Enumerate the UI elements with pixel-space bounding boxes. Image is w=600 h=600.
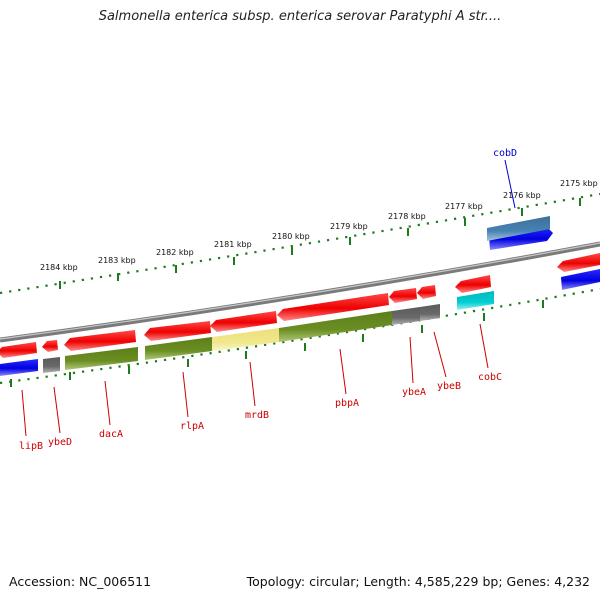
gene-arrow-reverse[interactable] xyxy=(561,269,600,290)
cds-segment xyxy=(65,347,138,370)
gene-arrow-dacA[interactable] xyxy=(64,330,136,351)
gene-arrow-cobC[interactable] xyxy=(455,275,491,293)
cds-segment xyxy=(279,311,392,342)
cds-segment xyxy=(420,304,440,321)
cds-track xyxy=(43,291,494,373)
label-leaders xyxy=(21,159,516,437)
gene-arrow-ybeB[interactable] xyxy=(417,285,436,299)
kbp-label: 2182 kbp xyxy=(156,248,194,257)
gene-label-dacA[interactable]: dacA xyxy=(99,429,123,440)
gene-label-ybeA[interactable]: ybeA xyxy=(402,387,426,398)
gene-label-ybeB[interactable]: ybeB xyxy=(437,381,461,392)
kbp-label: 2180 kbp xyxy=(272,232,310,241)
inner-ruler xyxy=(0,287,600,387)
gene-arrow-reverse[interactable] xyxy=(489,226,553,250)
kbp-label: 2175 kbp xyxy=(560,179,598,188)
kbp-label: 2177 kbp xyxy=(445,202,483,211)
gene-arrow-reverse[interactable] xyxy=(0,359,38,376)
gene-arrow-rlpA[interactable] xyxy=(144,321,211,341)
gene-label-ybeD[interactable]: ybeD xyxy=(48,437,72,448)
gene-arrow-ybeA[interactable] xyxy=(389,288,417,303)
cds-segment xyxy=(43,357,60,373)
gene-label-rlpA[interactable]: rlpA xyxy=(180,421,204,432)
gene-label-cobC[interactable]: cobC xyxy=(478,372,502,383)
map-title: Salmonella enterica subsp. enterica sero… xyxy=(98,9,502,24)
genome-backbone xyxy=(0,241,600,343)
kbp-label: 2176 kbp xyxy=(503,191,541,200)
gene-block-cobD[interactable] xyxy=(487,216,550,241)
kbp-label: 2181 kbp xyxy=(214,240,252,249)
gene-arrow-ybeD[interactable] xyxy=(42,340,58,352)
kbp-label: 2184 kbp xyxy=(40,263,78,272)
kbp-label: 2183 kbp xyxy=(98,256,136,265)
cds-segment xyxy=(392,307,420,325)
gene-labels: lipB ybeD dacA rlpA mrdB pbpA ybeA ybeB … xyxy=(19,148,517,452)
cds-segment xyxy=(145,337,212,360)
gene-label-lipB[interactable]: lipB xyxy=(19,441,43,452)
cds-segment-highlight xyxy=(212,328,279,351)
kbp-ruler: 2184 kbp 2183 kbp 2182 kbp 2181 kbp 2180… xyxy=(0,179,600,295)
reverse-strand-genes xyxy=(0,216,600,376)
cds-segment xyxy=(457,291,494,310)
forward-strand-genes xyxy=(0,253,600,358)
gene-arrow-right-edge[interactable] xyxy=(557,253,600,272)
gene-label-mrdB[interactable]: mrdB xyxy=(245,410,269,421)
gene-label-pbpA[interactable]: pbpA xyxy=(335,398,359,409)
kbp-label: 2178 kbp xyxy=(388,212,426,221)
accession-text: Accession: NC_006511 xyxy=(9,574,152,589)
genome-stats-text: Topology: circular; Length: 4,585,229 bp… xyxy=(246,574,590,589)
gene-arrow-lipB[interactable] xyxy=(0,342,37,358)
gene-label-cobD[interactable]: cobD xyxy=(493,148,517,159)
gene-arrow-mrdB[interactable] xyxy=(210,311,277,332)
kbp-label: 2179 kbp xyxy=(330,222,368,231)
gene-arrow-pbpA[interactable] xyxy=(277,293,389,321)
